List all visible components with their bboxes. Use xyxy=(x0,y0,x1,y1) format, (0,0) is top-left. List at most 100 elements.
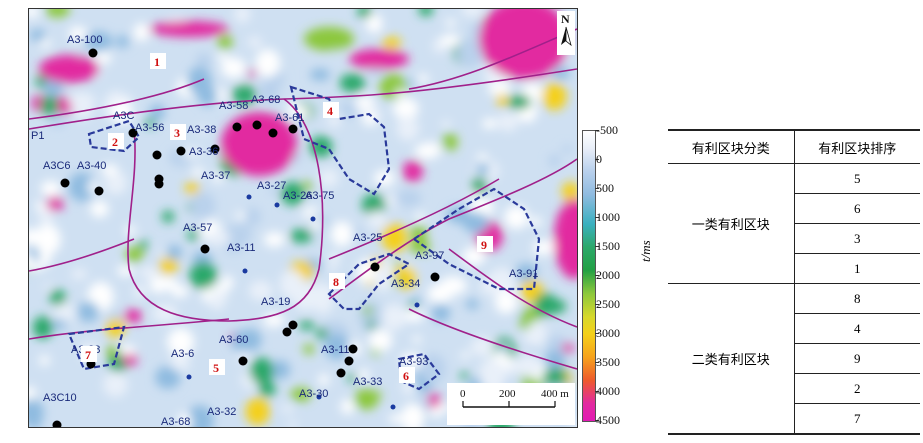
well-dot xyxy=(232,122,242,132)
well-dot xyxy=(176,146,186,156)
well-label: A3C xyxy=(113,110,134,122)
well-dot xyxy=(336,368,346,378)
boundary-lines xyxy=(29,28,577,370)
well-label: A3-6 xyxy=(171,348,194,360)
header-ranking: 有利区块排序 xyxy=(793,129,920,164)
well-label: A3-58 xyxy=(219,100,248,112)
well-dot xyxy=(348,344,358,354)
colorbar-tick-mark xyxy=(595,391,599,392)
well-label: A3-97 xyxy=(415,250,444,262)
well-dot xyxy=(252,120,262,130)
colorbar-tick-mark xyxy=(595,159,599,160)
well-dot xyxy=(268,128,278,138)
colorbar-tick-label: 1500 xyxy=(596,239,620,253)
well-label: A3-68 xyxy=(161,416,190,427)
well-label: A3-37 xyxy=(201,170,230,182)
table-cell: 7 xyxy=(793,403,920,435)
north-arrow-icon xyxy=(561,27,566,45)
well-dot xyxy=(370,262,380,272)
well-label: A3-11 xyxy=(321,344,350,356)
map-canvas: A3-100 A3C A3-56 A3-58 A3-68 A3-61 A3-38… xyxy=(29,9,577,427)
colorbar-tick-mark xyxy=(595,246,599,247)
table-cell: 1 xyxy=(793,253,920,284)
scale-bar: 0 200 400 m xyxy=(447,383,575,425)
well-dot xyxy=(288,320,298,330)
well-label: A3-32 xyxy=(207,406,236,418)
well-label: A3-100 xyxy=(67,34,102,46)
well-label: A3-75 xyxy=(305,190,334,202)
well-label: A3-27 xyxy=(257,180,286,192)
well-labels: A3-100 A3C A3-56 A3-58 A3-68 A3-61 A3-38… xyxy=(31,34,538,427)
well-dot xyxy=(60,178,70,188)
well-label: A3C10 xyxy=(43,392,77,404)
table-cell: 5 xyxy=(793,163,920,194)
colorbar-tick-label: 500 xyxy=(596,181,614,195)
well-label: A3-68 xyxy=(251,94,280,106)
colorbar-tick-mark xyxy=(595,130,599,131)
well-markers xyxy=(52,48,440,427)
well-label: A3-91 xyxy=(509,268,538,280)
well-label: A3-93 xyxy=(399,356,428,368)
block-ranking-table: 有利区块分类 有利区块排序 一类有利区块 5 6 3 1 二类有利区块 8 4 … xyxy=(668,129,920,435)
well-dot xyxy=(94,186,104,196)
scale-tick-200: 200 xyxy=(499,388,516,400)
well-label: A3-56 xyxy=(135,122,164,134)
well-label: A3-34 xyxy=(391,278,420,290)
colorbar-gradient xyxy=(582,130,596,422)
well-dot xyxy=(88,48,98,58)
well-dot-small xyxy=(246,194,252,200)
well-label: A3-36 xyxy=(189,146,218,158)
block-number-labels: 1 2 3 4 5 6 7 8 9 xyxy=(81,53,493,383)
well-label: A3C6 xyxy=(43,160,71,172)
well-dot xyxy=(52,420,62,427)
colorbar: -500 0 500 1000 1500 2000 2500 3000 3500 4000 4500… xyxy=(582,123,662,427)
well-label: A3-60 xyxy=(219,334,248,346)
well-dot xyxy=(344,356,354,366)
block-number-9: 9 xyxy=(481,238,487,252)
well-dot xyxy=(200,244,210,254)
colorbar-tick-label: 2500 xyxy=(596,297,620,311)
table-cell: 6 xyxy=(793,193,920,224)
well-label: A3-11 xyxy=(227,242,256,254)
block-number-4: 4 xyxy=(327,104,333,118)
scale-tick-0: 0 xyxy=(460,388,466,400)
scale-tick-400: 400 m xyxy=(541,388,569,400)
north-arrow: N xyxy=(557,11,575,55)
well-label: A3-57 xyxy=(183,222,212,234)
table-cell: 4 xyxy=(793,313,920,344)
colorbar-tick-mark xyxy=(595,188,599,189)
well-dot xyxy=(154,179,164,189)
group-name-class2: 二类有利区块 xyxy=(668,283,794,435)
well-dot-small xyxy=(242,268,248,274)
table-cell: 9 xyxy=(793,343,920,374)
colorbar-axis-label: t/ms xyxy=(638,240,653,262)
well-dot-small xyxy=(274,202,280,208)
well-dot xyxy=(128,128,138,138)
seismic-map: A3-100 A3C A3-56 A3-58 A3-68 A3-61 A3-38… xyxy=(28,8,578,428)
well-label: A3-26 xyxy=(283,190,312,202)
block-number-8: 8 xyxy=(333,275,339,289)
colorbar-tick-mark xyxy=(595,362,599,363)
colorbar-tick-label: 4500 xyxy=(596,413,620,427)
colorbar-tick-label: 2000 xyxy=(596,268,620,282)
block-number-6: 6 xyxy=(403,369,409,383)
well-dot xyxy=(288,124,298,134)
block-number-1: 1 xyxy=(154,55,160,69)
table-cell: 2 xyxy=(793,373,920,404)
group-name-class1: 一类有利区块 xyxy=(668,163,794,284)
colorbar-tick-label: 0 xyxy=(596,152,602,166)
block-number-3: 3 xyxy=(174,126,180,140)
colorbar-tick-label: 4000 xyxy=(596,384,620,398)
colorbar-tick-mark xyxy=(595,420,599,421)
block-number-5: 5 xyxy=(213,361,219,375)
well-dot-small xyxy=(310,216,316,222)
table-cell: 3 xyxy=(793,223,920,254)
well-dot-small xyxy=(316,394,322,400)
block-number-7: 7 xyxy=(85,348,91,362)
colorbar-tick-label: 1000 xyxy=(596,210,620,224)
colorbar-tick-mark xyxy=(595,217,599,218)
colorbar-tick-label: -500 xyxy=(596,123,618,137)
well-label: P1 xyxy=(31,130,44,142)
well-dot xyxy=(238,356,248,366)
block-number-2: 2 xyxy=(112,135,118,149)
